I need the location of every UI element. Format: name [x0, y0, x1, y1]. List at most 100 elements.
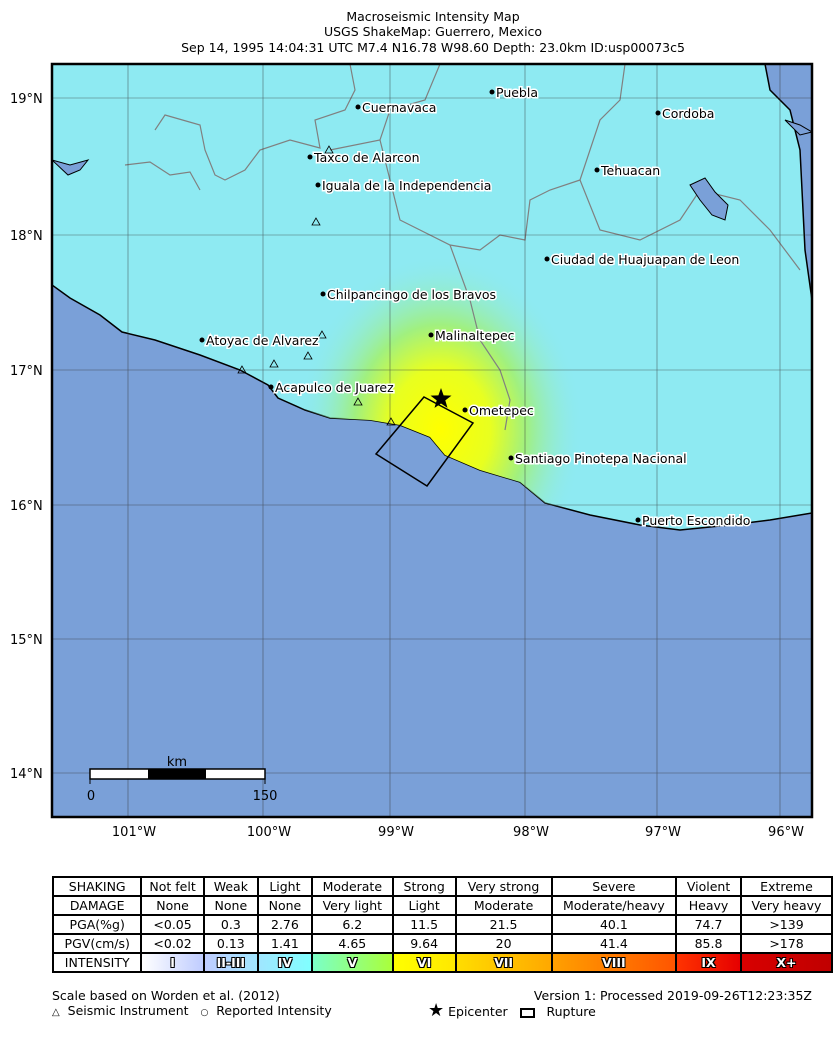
scale-start: 0: [87, 789, 95, 804]
city-dot-icon: [594, 167, 600, 173]
legend-row-header: INTENSITY: [51, 952, 143, 973]
scale-note: Scale based on Worden et al. (2012): [52, 988, 280, 1003]
legend-cell: Very light: [310, 895, 394, 916]
lake: [689, 177, 729, 221]
intensity-map: Puebla Cuernavaca Cordoba Taxco de Alarcon T…: [10, 62, 814, 840]
legend-cell: 6.2: [310, 914, 394, 935]
city-dot-icon: [635, 517, 641, 523]
legend-row-header: PGA(%g): [51, 914, 143, 935]
axis-ticks: 19°N 18°N 17°N 16°N 15°N 14°N 101°W 100°W 99°W 98…: [10, 92, 804, 840]
legend-cell: Moderate: [310, 876, 394, 897]
city-dot-icon: [355, 104, 361, 110]
city-label: Taxco de Alarcon: [313, 150, 420, 165]
city-dot-icon: [655, 110, 661, 116]
intensity-cell: V: [310, 952, 394, 973]
city-label: Iguala de la Independencia: [322, 178, 491, 193]
legend-row: SHAKING Not felt Weak Light Moderate Strong Ve…: [51, 876, 833, 897]
lon-tick-label: 99°W: [378, 825, 414, 840]
lake: [784, 119, 812, 136]
intensity-cell: II-III: [202, 952, 259, 973]
city-dot-icon: [462, 407, 468, 413]
state-borders: [124, 64, 801, 431]
event-info: Sep 14, 1995 14:04:31 UTC M7.4 N16.78 W9…: [181, 40, 685, 55]
lat-tick-label: 17°N: [10, 364, 43, 379]
legend-cell: Heavy: [675, 895, 742, 916]
legend-cell: <0.02: [140, 933, 205, 954]
seismic-station-triangle-icon: [303, 351, 313, 360]
legend-reported-label: Reported Intensity: [216, 1003, 332, 1018]
seismic-station-triangle-icon: [353, 397, 363, 406]
legend-cell: Moderate: [454, 895, 553, 916]
city-dot-icon: [307, 154, 313, 160]
legend-seismic-label: Seismic Instrument: [67, 1003, 189, 1018]
legend-rupture-label: Rupture: [546, 1004, 596, 1019]
seismic-station-triangle-icon: [386, 417, 396, 426]
city-label: Santiago Pinotepa Nacional: [515, 451, 687, 466]
legend-seismic-instrument: △ Seismic Instrument ○ Reported Intensit…: [52, 1003, 332, 1018]
legend-cell: Extreme: [739, 876, 833, 897]
legend-cell: None: [202, 895, 259, 916]
intensity-cell: IV: [256, 952, 313, 973]
legend-cell: Very strong: [454, 876, 553, 897]
seismic-station-triangle-icon: [311, 217, 321, 226]
legend-cell: 74.7: [675, 914, 742, 935]
legend-cell: None: [140, 895, 205, 916]
legend-cell: Severe: [550, 876, 678, 897]
legend-cell: Moderate/heavy: [550, 895, 678, 916]
map-frame: [50, 62, 814, 819]
intensity-legend-table: SHAKING Not felt Weak Light Moderate Strong Ve…: [51, 876, 833, 973]
city-label: Tehuacan: [600, 163, 660, 178]
intensity-shading: [52, 64, 812, 530]
legend-row: PGA(%g) <0.05 0.3 2.76 6.2 11.5 21.5 40.1 74.7 >1…: [51, 914, 833, 935]
city-dot-icon: [428, 332, 434, 338]
legend-cell: 11.5: [391, 914, 457, 935]
rupture-outline: [374, 396, 475, 488]
legend-cell: Not felt: [140, 876, 205, 897]
city-label: Atoyac de Alvarez: [206, 333, 319, 348]
epicenter-star-icon: [430, 388, 452, 408]
seismic-station-triangle-icon: [317, 330, 327, 339]
map-title: Macroseismic Intensity Map: [346, 9, 520, 24]
lon-tick-label: 98°W: [513, 825, 549, 840]
legend-row-header: PGV(cm/s): [51, 933, 143, 954]
legend-cell: Strong: [391, 876, 457, 897]
scale-unit: km: [167, 755, 187, 770]
legend-cell: 4.65: [310, 933, 394, 954]
legend-cell: Violent: [675, 876, 742, 897]
legend-cell: 0.13: [202, 933, 259, 954]
city-dot-icon: [199, 337, 205, 343]
legend-cell: 0.3: [202, 914, 259, 935]
seismic-station-triangle-icon: [324, 145, 334, 154]
legend-cell: 2.76: [256, 914, 313, 935]
legend-cell: 21.5: [454, 914, 553, 935]
seismic-station-triangle-icon: [269, 359, 279, 368]
legend-cell: >139: [739, 914, 833, 935]
lon-tick-label: 100°W: [247, 825, 291, 840]
legend-row: INTENSITY I II-III IV V VI VII VIII IX X+: [51, 952, 833, 973]
legend-cell: 41.4: [550, 933, 678, 954]
city-dot-icon: [268, 384, 274, 390]
star-icon: ★: [428, 1000, 445, 1021]
rectangle-icon: [519, 1007, 535, 1018]
legend-cell: 85.8: [675, 933, 742, 954]
intensity-cell: X+: [739, 952, 833, 973]
legend-cell: Very heavy: [739, 895, 833, 916]
lake: [52, 159, 90, 176]
seismic-stations: [237, 145, 396, 426]
city-label: Ometepec: [469, 403, 534, 418]
legend-cell: Light: [391, 895, 457, 916]
scale-bar: km 0 150: [87, 755, 278, 804]
lat-tick-label: 14°N: [10, 767, 43, 782]
legend-cell: 9.64: [391, 933, 457, 954]
lon-tick-label: 97°W: [645, 825, 681, 840]
legend-row: DAMAGE None None None Very light Light Moderat…: [51, 895, 833, 916]
legend-epicenter-label: Epicenter: [448, 1004, 508, 1019]
legend-row: PGV(cm/s) <0.02 0.13 1.41 4.65 9.64 20 41.4 85.8…: [51, 933, 833, 954]
legend-cell: Weak: [202, 876, 259, 897]
intensity-cell: VI: [391, 952, 457, 973]
version-info: Version 1: Processed 2019-09-26T12:23:35…: [533, 988, 812, 1003]
city-label: Cordoba: [662, 106, 714, 121]
intensity-cell: VII: [454, 952, 553, 973]
legend-row-header: SHAKING: [51, 876, 143, 897]
